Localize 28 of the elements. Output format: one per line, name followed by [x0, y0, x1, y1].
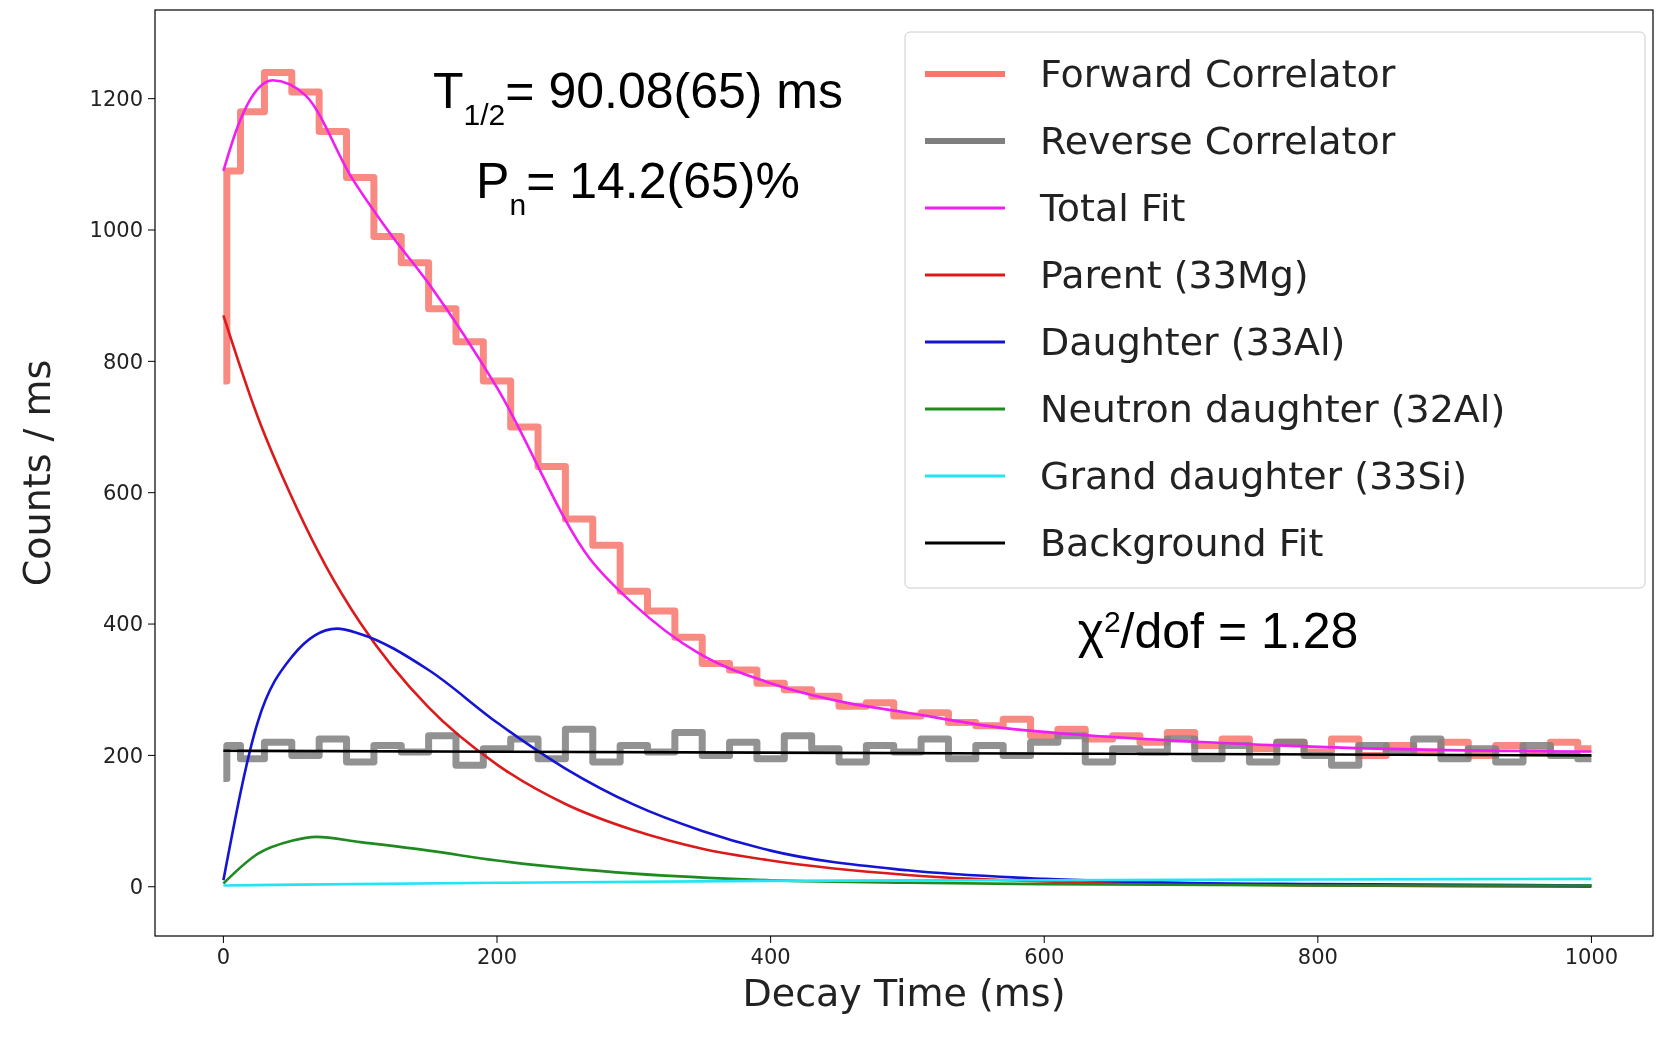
y-tick-label: 0	[129, 875, 143, 900]
annotation: P$_{n}$= 14.2(65)%	[476, 153, 800, 221]
y-tick-label: 400	[102, 612, 143, 637]
x-tick-label: 200	[476, 945, 518, 969]
legend-label: Parent (33Mg)	[1040, 253, 1309, 298]
annotation: χ$^{2}$/dof = 1.28	[1077, 603, 1359, 659]
y-tick-label: 1000	[89, 218, 143, 243]
x-tick-label: 400	[750, 945, 791, 969]
y-axis-title: Counts / ms	[15, 359, 59, 587]
legend-label: Reverse Correlator	[1040, 119, 1396, 164]
x-tick-label: 0	[216, 945, 231, 969]
y-tick-label: 600	[102, 481, 143, 506]
legend-label: Total Fit	[1039, 186, 1186, 231]
line-series	[222, 835, 1593, 887]
y-tick-label: 800	[102, 349, 143, 374]
x-tick-label: 600	[1024, 945, 1065, 969]
legend-label: Grand daughter (33Si)	[1040, 454, 1467, 499]
legend-label: Background Fit	[1040, 521, 1324, 566]
x-axis-title: Decay Time (ms)	[742, 971, 1066, 1015]
x-tick-label: 1000	[1564, 945, 1619, 969]
x-tick-label: 800	[1297, 945, 1338, 969]
line-series	[222, 877, 1593, 887]
y-tick-label: 1200	[89, 87, 143, 112]
legend-label: Neutron daughter (32Al)	[1040, 387, 1506, 432]
y-tick-label: 200	[102, 743, 143, 768]
annotation: T$_{1/2}$= 90.08(65) ms	[433, 63, 843, 131]
legend-label: Forward Correlator	[1040, 52, 1396, 97]
legend-label: Daughter (33Al)	[1040, 320, 1346, 365]
